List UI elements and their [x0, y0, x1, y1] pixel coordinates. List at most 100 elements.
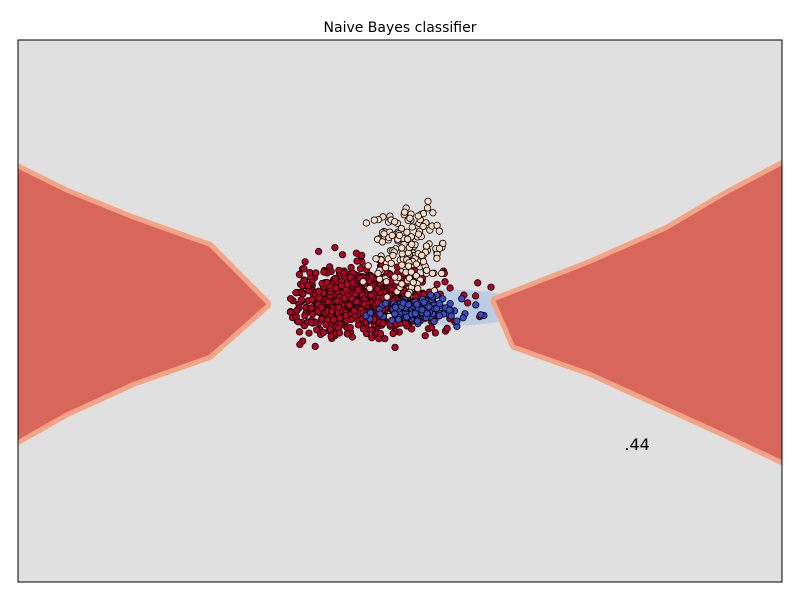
data-point: [378, 238, 386, 246]
data-point: [307, 304, 316, 312]
data-point: [350, 307, 358, 315]
data-point: [367, 326, 375, 334]
data-point: [333, 297, 341, 305]
data-point: [391, 218, 399, 226]
data-point: [326, 325, 334, 333]
decision-regions: [18, 160, 782, 466]
data-point: [313, 326, 321, 334]
data-point: [307, 318, 315, 326]
data-point: [464, 299, 472, 307]
data-point: [391, 343, 399, 351]
data-point: [331, 274, 339, 283]
data-point: [367, 291, 375, 299]
data-point: [362, 219, 370, 227]
data-point: [305, 329, 313, 337]
data-point: [419, 222, 427, 230]
data-point: [300, 276, 308, 284]
data-point: [439, 295, 447, 303]
chart-title: Naive Bayes classifier: [324, 20, 477, 36]
data-point: [380, 230, 388, 238]
data-point: [375, 275, 384, 283]
data-point: [354, 286, 362, 294]
data-point: [286, 308, 294, 316]
data-point: [391, 310, 399, 318]
data-point: [401, 208, 409, 216]
data-point: [391, 273, 399, 281]
data-point: [389, 251, 397, 259]
data-point: [312, 269, 320, 277]
data-point: [295, 328, 304, 336]
data-point: [420, 298, 428, 306]
axes-frame: [17, 39, 783, 583]
data-point: [345, 301, 354, 309]
data-point: [359, 278, 367, 286]
data-point: [404, 300, 413, 309]
data-point: [398, 261, 406, 269]
data-point: [398, 244, 406, 252]
plot-area: .44: [17, 39, 783, 583]
data-point: [487, 283, 495, 291]
data-point: [318, 303, 326, 312]
data-point: [425, 303, 433, 311]
data-point: [328, 307, 336, 315]
decision-region-right: [495, 165, 782, 461]
data-point: [388, 231, 396, 239]
data-point: [394, 315, 403, 323]
data-point: [295, 270, 303, 279]
data-point: [413, 300, 421, 308]
data-point: [423, 266, 431, 274]
data-point: [337, 281, 346, 289]
data-point: [438, 269, 446, 277]
data-point: [474, 279, 482, 287]
data-point: [435, 227, 443, 235]
data-point: [300, 265, 308, 273]
data-point: [346, 323, 354, 332]
data-point: [374, 269, 382, 277]
data-point: [314, 247, 323, 256]
data-point: [421, 332, 429, 340]
data-point: [404, 290, 412, 298]
data-point: [304, 281, 312, 289]
data-point: [335, 266, 343, 274]
data-point: [459, 314, 467, 322]
data-point: [336, 314, 344, 322]
data-point: [472, 301, 480, 309]
data-point: [441, 278, 449, 286]
data-point: [423, 204, 432, 212]
data-point: [338, 251, 347, 259]
data-point: [382, 278, 390, 286]
data-point: [433, 280, 441, 288]
data-point: [435, 244, 444, 253]
data-point: [409, 278, 417, 286]
data-point: [413, 317, 422, 325]
data-point: [446, 299, 454, 308]
data-point: [453, 317, 461, 325]
data-point: [429, 209, 437, 217]
data-point: [406, 214, 414, 222]
data-point: [353, 257, 361, 265]
data-point: [379, 319, 387, 328]
data-point: [366, 284, 374, 292]
data-point: [320, 268, 328, 276]
data-point: [431, 329, 439, 337]
data-point: [443, 324, 451, 332]
data-point: [342, 311, 350, 319]
data-point: [324, 298, 332, 306]
data-point: [458, 295, 466, 303]
data-point: [391, 303, 399, 311]
data-point: [427, 291, 435, 299]
data-point: [412, 272, 420, 280]
data-point: [381, 335, 389, 343]
data-point: [407, 268, 415, 276]
data-point: [446, 284, 454, 292]
data-point: [346, 273, 354, 281]
data-point: [359, 325, 367, 333]
data-point: [343, 280, 351, 288]
data-point: [311, 342, 319, 350]
data-point: [376, 329, 385, 338]
data-point: [293, 306, 301, 314]
data-point: [403, 228, 411, 236]
data-point: [395, 231, 404, 239]
data-point: [370, 216, 378, 224]
